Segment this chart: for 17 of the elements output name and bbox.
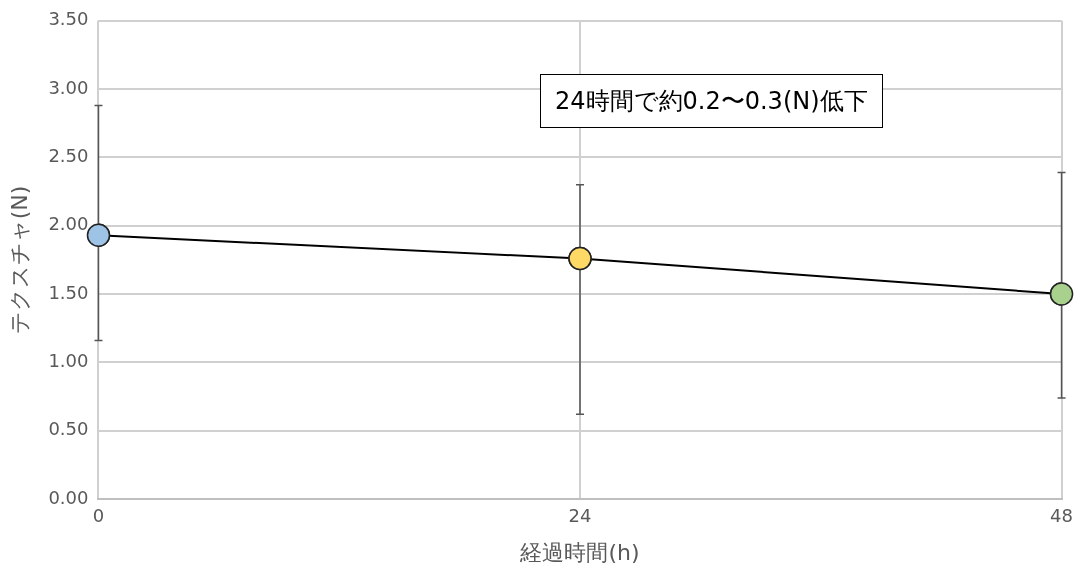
y-tick-label: 0.00	[48, 486, 89, 508]
point	[86, 223, 111, 248]
y-tick-label: 3.50	[48, 8, 89, 30]
y-tick-label: 1.00	[48, 350, 89, 372]
point	[1049, 282, 1074, 306]
x-tick-label: 0	[92, 505, 105, 527]
y-tick-label: 0.50	[48, 418, 89, 440]
annotation: 24時間で約0.2〜0.3(N)低下	[540, 74, 883, 128]
y-tick-label: 1.50	[48, 281, 89, 303]
x-tick-label: 48	[1050, 505, 1073, 527]
x-tick-label: 24	[568, 505, 592, 527]
y-tick-label: 2.50	[48, 145, 89, 167]
y-tick-label: 2.00	[48, 213, 89, 235]
y-tick-label: 3.00	[48, 76, 89, 98]
point	[568, 246, 592, 271]
y-axis-title: テクスチャ(N)	[6, 185, 32, 335]
x-axis-title: 経過時間(h)	[519, 539, 640, 565]
